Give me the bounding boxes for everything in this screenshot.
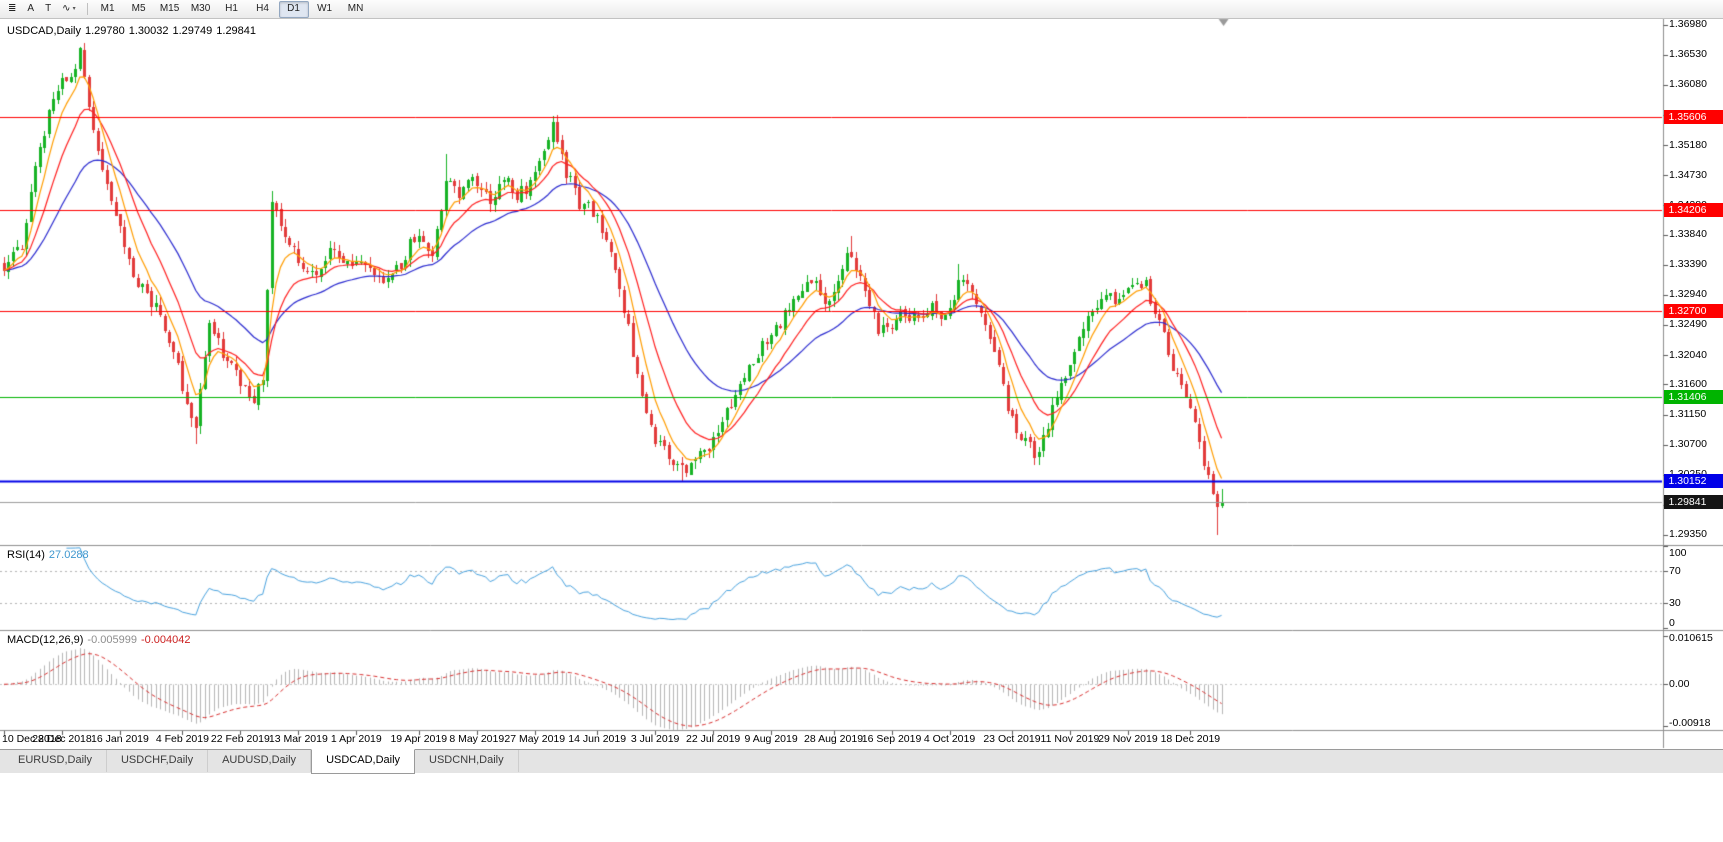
dropdown-caret-icon: ▾ <box>72 6 76 12</box>
timeframe-d1-button[interactable]: D1 <box>278 0 309 18</box>
timeframe-mn-button[interactable]: MN <box>347 3 364 14</box>
polyline-tool-icon-glyph: ∿ <box>62 3 71 14</box>
timeframe-button-group: M1 M5 M15 M30 H1 H4 D1 W1 MN <box>93 0 372 18</box>
timeframe-w1-button[interactable]: W1 <box>317 3 333 14</box>
toolbar: ≣ A T ∿ ▾ M1 M5 M15 M30 H1 H4 D1 W1 MN <box>0 0 1723 19</box>
cursor-tool-icon[interactable]: A <box>22 1 39 18</box>
timeframe-m1-button[interactable]: M1 <box>100 3 115 14</box>
chart-tab-bar: EURUSD,Daily USDCHF,Daily AUDUSD,Daily USDC… <box>0 749 1723 774</box>
cursor-tool-icon-glyph: A <box>27 3 35 14</box>
polyline-tool-icon[interactable]: ∿ ▾ <box>57 1 80 18</box>
toolbar-separator <box>86 3 88 15</box>
tab-usdcnh-daily[interactable]: USDCNH,Daily <box>415 750 519 772</box>
timeframe-h1-button[interactable]: H1 <box>225 3 238 14</box>
timeframe-m30-button[interactable]: M30 <box>190 3 211 14</box>
tab-audusd-daily[interactable]: AUDUSD,Daily <box>208 750 312 772</box>
tab-usdcad-daily[interactable]: USDCAD,Daily <box>311 749 416 774</box>
timeframe-h4-button[interactable]: H4 <box>256 3 269 14</box>
timeframe-m5-button[interactable]: M5 <box>131 3 146 14</box>
tab-usdchf-daily[interactable]: USDCHF,Daily <box>107 750 209 772</box>
text-tool-icon-glyph: T <box>45 3 52 14</box>
tab-eurusd-daily[interactable]: EURUSD,Daily <box>4 750 107 772</box>
charts-menu-icon[interactable]: ≣ <box>3 1 21 18</box>
toolbar-icon-group: ≣ A T ∿ ▾ <box>3 1 82 18</box>
charts-menu-icon-glyph: ≣ <box>8 3 17 14</box>
text-tool-icon[interactable]: T <box>40 1 56 18</box>
timeframe-m15-button[interactable]: M15 <box>159 3 180 14</box>
